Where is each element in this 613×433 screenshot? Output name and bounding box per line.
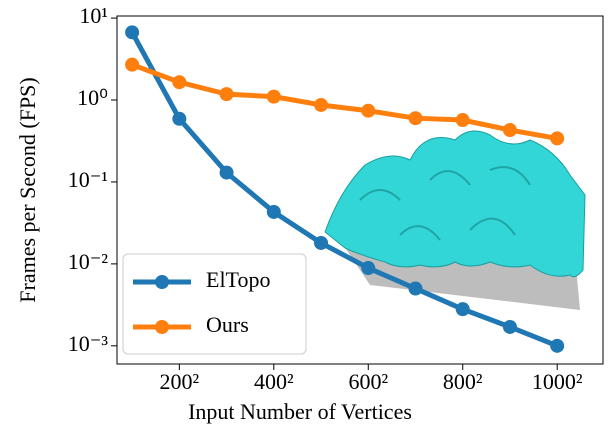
data-point xyxy=(267,205,281,219)
x-tick-label: 400² xyxy=(254,369,294,394)
chart: Input Number of Vertices Frames per Seco… xyxy=(0,0,613,433)
y-tick-label: 10⁻³ xyxy=(68,331,109,356)
y-axis-label: Frames per Second (FPS) xyxy=(15,77,40,302)
data-point xyxy=(503,123,517,137)
data-point xyxy=(550,131,564,145)
data-point xyxy=(408,111,422,125)
surface xyxy=(325,131,585,277)
x-tick-label: 1000² xyxy=(532,369,583,394)
data-point xyxy=(456,113,470,127)
data-point xyxy=(361,261,375,275)
data-point xyxy=(172,75,186,89)
surface-illustration xyxy=(325,131,585,310)
y-tick-label: 10¹ xyxy=(79,3,108,28)
data-point xyxy=(408,282,422,296)
x-axis-label: Input Number of Vertices xyxy=(188,399,412,424)
data-point xyxy=(172,112,186,126)
data-point xyxy=(125,25,139,39)
x-tick-label: 200² xyxy=(160,369,200,394)
data-point xyxy=(456,302,470,316)
data-point xyxy=(550,339,564,353)
data-point xyxy=(361,104,375,118)
legend-label: ElTopo xyxy=(206,267,270,292)
data-point xyxy=(267,90,281,104)
data-point xyxy=(503,320,517,334)
series-line xyxy=(132,65,557,139)
data-point xyxy=(314,236,328,250)
legend-marker xyxy=(155,320,169,334)
data-point xyxy=(125,58,139,72)
x-tick-label: 800² xyxy=(443,369,483,394)
legend-label: Ours xyxy=(206,312,249,337)
x-tick-label: 600² xyxy=(348,369,388,394)
data-point xyxy=(220,87,234,101)
data-point xyxy=(314,98,328,112)
y-tick-label: 10⁻² xyxy=(68,249,109,274)
y-tick-label: 10⁻¹ xyxy=(68,167,108,192)
data-point xyxy=(220,166,234,180)
legend-marker xyxy=(155,275,169,289)
y-tick-label: 10⁰ xyxy=(77,85,108,110)
